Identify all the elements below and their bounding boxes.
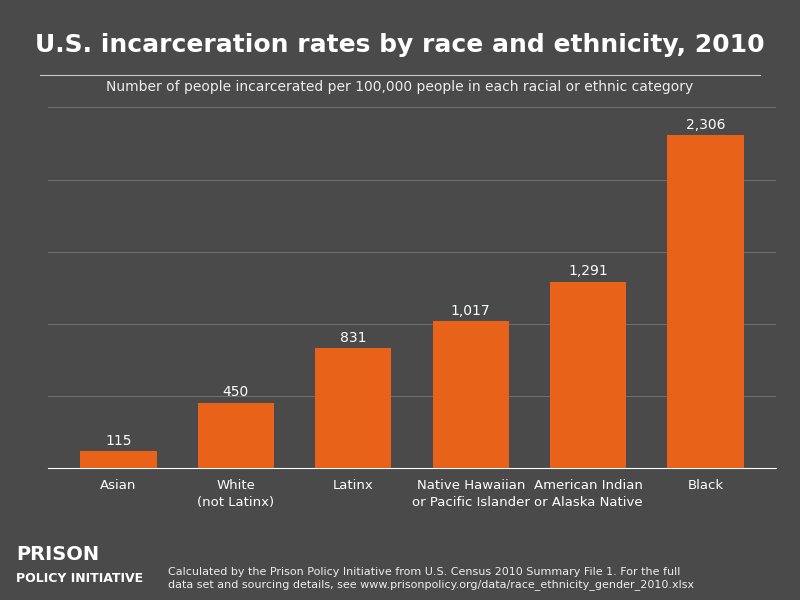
Bar bbox=[315, 348, 391, 468]
Bar bbox=[667, 136, 744, 468]
Text: 831: 831 bbox=[340, 331, 366, 344]
Text: 2,306: 2,306 bbox=[686, 118, 726, 132]
Text: 1,291: 1,291 bbox=[568, 264, 608, 278]
Bar bbox=[80, 451, 157, 468]
Text: Number of people incarcerated per 100,000 people in each racial or ethnic catego: Number of people incarcerated per 100,00… bbox=[106, 80, 694, 94]
Text: POLICY INITIATIVE: POLICY INITIATIVE bbox=[16, 572, 143, 585]
Text: Calculated by the Prison Policy Initiative from U.S. Census 2010 Summary File 1.: Calculated by the Prison Policy Initiati… bbox=[168, 567, 694, 590]
Text: 450: 450 bbox=[222, 385, 249, 400]
Bar bbox=[550, 282, 626, 468]
Text: U.S. incarceration rates by race and ethnicity, 2010: U.S. incarceration rates by race and eth… bbox=[35, 33, 765, 57]
Text: 1,017: 1,017 bbox=[451, 304, 490, 318]
Text: PRISON: PRISON bbox=[16, 545, 99, 564]
Bar bbox=[198, 403, 274, 468]
Text: 115: 115 bbox=[106, 434, 132, 448]
Bar bbox=[433, 322, 509, 468]
